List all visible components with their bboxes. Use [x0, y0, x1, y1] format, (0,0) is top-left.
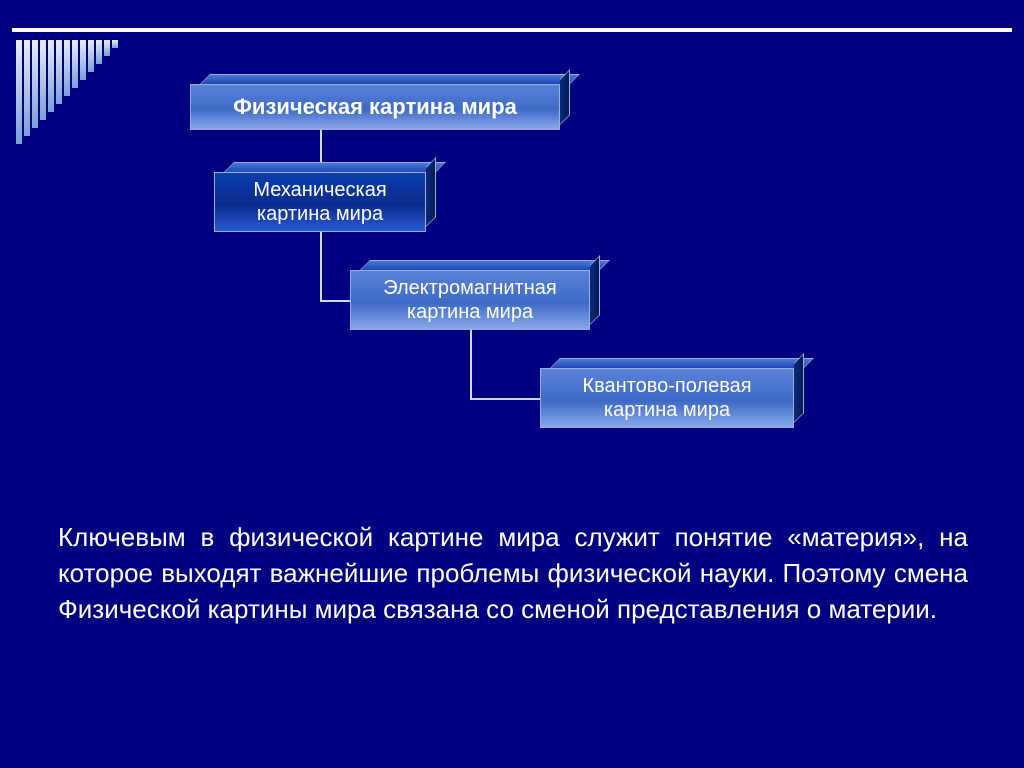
- node-mech: Механическаякартина мира: [214, 172, 426, 232]
- connector: [320, 300, 350, 302]
- top-rule: [12, 28, 1012, 32]
- node-root: Физическая картина мира: [190, 84, 560, 130]
- node-quant: Квантово-полеваякартина мира: [540, 368, 794, 428]
- node-label-em: Электромагнитнаякартина мира: [350, 270, 590, 330]
- body-paragraph: Ключевым в физической картине мира служи…: [58, 520, 968, 628]
- connector: [470, 330, 472, 398]
- connector: [470, 398, 540, 400]
- worldview-flowchart: Физическая картина мира Механическаякарти…: [0, 72, 1024, 452]
- node-em: Электромагнитнаякартина мира: [350, 270, 590, 330]
- node-label-mech: Механическаякартина мира: [214, 172, 426, 232]
- node-label-root: Физическая картина мира: [190, 84, 560, 130]
- connector: [320, 232, 322, 300]
- node-label-quant: Квантово-полеваякартина мира: [540, 368, 794, 428]
